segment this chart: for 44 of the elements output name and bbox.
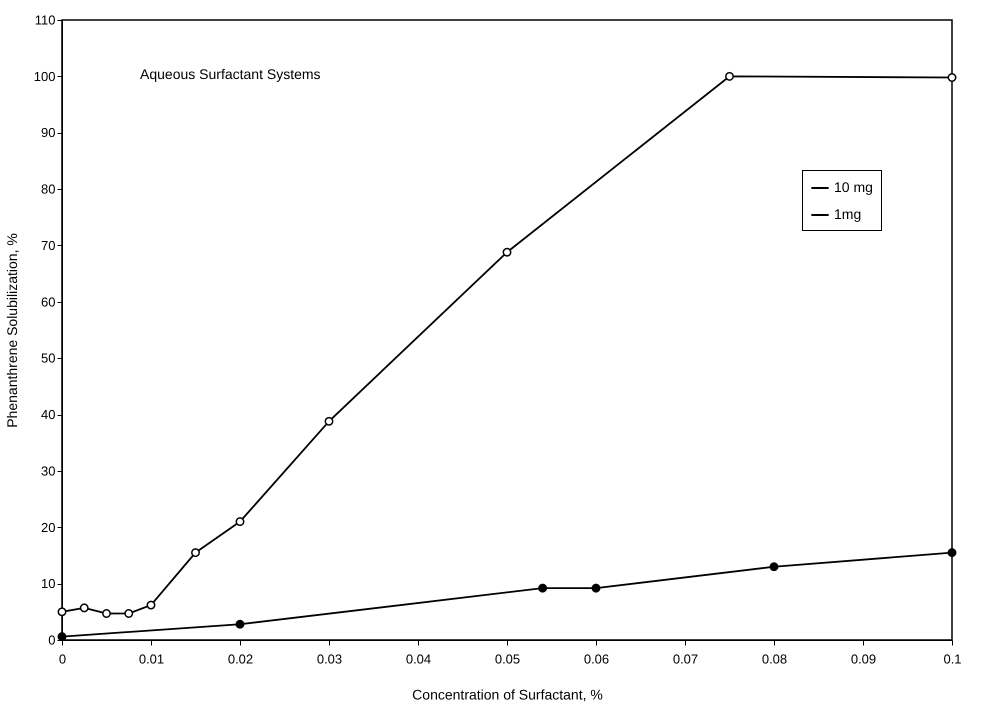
point <box>538 584 548 593</box>
point <box>191 548 200 558</box>
y-tick-label: 30 <box>41 463 56 478</box>
y-tick-label: 0 <box>48 632 56 648</box>
x-tick-label: 0.08 <box>762 652 788 666</box>
point <box>236 620 244 629</box>
y-tick-label: 90 <box>41 125 56 140</box>
x-tick-label: 0.1 <box>943 652 962 666</box>
point <box>124 609 134 618</box>
point <box>102 609 111 618</box>
point <box>725 72 734 81</box>
x-tick-label: 0.02 <box>228 652 254 666</box>
x-tick-label: 0.04 <box>406 652 432 666</box>
x-tick-label: 0.03 <box>316 652 342 666</box>
x-axis-title: Concentration of Surfactant, % <box>412 686 603 702</box>
point <box>80 603 89 612</box>
x-tick-label: 0.06 <box>584 652 610 666</box>
y-tick-label: 70 <box>41 238 56 253</box>
x-tick-label: 0.09 <box>850 652 876 666</box>
y-tick-label: 10 <box>41 576 56 592</box>
y-tick-label: 40 <box>41 407 56 422</box>
y-tick-label: 20 <box>41 520 56 535</box>
point <box>770 562 778 572</box>
x-tick-label: 0.07 <box>672 652 698 666</box>
x-tick-label: 0.01 <box>138 652 164 666</box>
legend-label: 10 mg <box>834 179 873 195</box>
point <box>58 607 66 616</box>
annotation: Aqueous Surfactant Systems <box>140 66 321 82</box>
legend-label: 1mg <box>834 206 862 222</box>
point <box>236 517 244 526</box>
y-tick-label: 60 <box>41 294 56 310</box>
x-tick-label: 0 <box>58 652 66 666</box>
point <box>146 600 156 610</box>
y-tick-label: 80 <box>41 182 56 197</box>
x-tick-label: 0.05 <box>494 652 520 666</box>
y-tick-label: 110 <box>34 12 56 28</box>
point <box>324 416 334 426</box>
point <box>948 73 956 82</box>
y-tick-label: 50 <box>41 350 56 366</box>
y-tick-label: 100 <box>34 68 56 84</box>
point <box>592 584 600 593</box>
point <box>948 548 956 558</box>
y-axis-title: Phenanthrene Solubilization, % <box>4 233 20 428</box>
point <box>502 248 512 257</box>
